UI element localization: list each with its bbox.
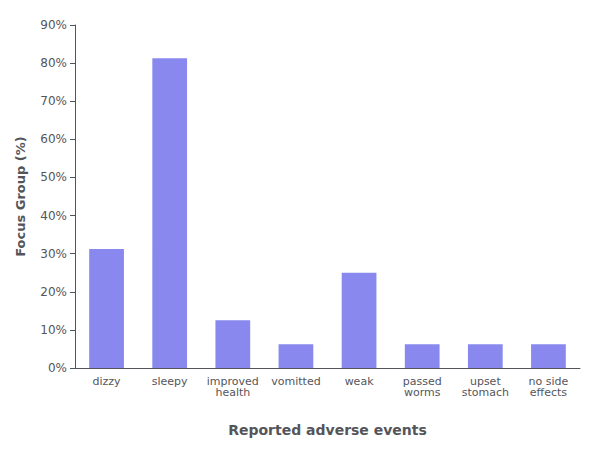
svg-text:10%: 10% bbox=[40, 323, 67, 337]
svg-text:Focus Group (%): Focus Group (%) bbox=[13, 136, 28, 257]
svg-text:sleepy: sleepy bbox=[152, 375, 188, 388]
svg-text:passed: passed bbox=[402, 375, 442, 388]
svg-text:30%: 30% bbox=[40, 247, 67, 261]
svg-text:20%: 20% bbox=[40, 285, 67, 299]
svg-text:dizzy: dizzy bbox=[93, 375, 122, 388]
svg-text:70%: 70% bbox=[40, 94, 67, 108]
svg-text:effects: effects bbox=[530, 386, 567, 399]
svg-text:90%: 90% bbox=[40, 18, 67, 32]
svg-text:vomitted: vomitted bbox=[271, 375, 320, 388]
svg-text:upset: upset bbox=[469, 375, 501, 388]
svg-text:improved: improved bbox=[206, 375, 259, 388]
svg-text:weak: weak bbox=[345, 375, 375, 388]
svg-text:80%: 80% bbox=[40, 56, 67, 70]
svg-text:Reported adverse events: Reported adverse events bbox=[228, 422, 427, 438]
svg-text:50%: 50% bbox=[40, 170, 67, 184]
svg-text:0%: 0% bbox=[48, 361, 67, 375]
svg-text:40%: 40% bbox=[40, 209, 67, 223]
svg-text:stomach: stomach bbox=[462, 386, 509, 399]
svg-text:60%: 60% bbox=[40, 132, 67, 146]
svg-text:no side: no side bbox=[528, 375, 569, 388]
svg-text:worms: worms bbox=[404, 386, 441, 399]
svg-text:health: health bbox=[215, 386, 250, 399]
